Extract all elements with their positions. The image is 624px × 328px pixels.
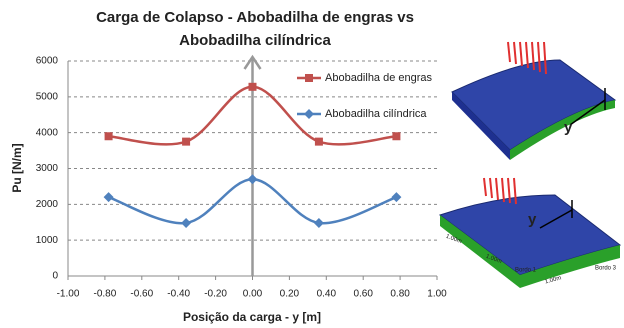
illustration-label: Bordo 3	[595, 266, 617, 272]
chart-title: Carga de Colapso - Abobadilha de engras …	[85, 6, 425, 52]
y-tick-label: 5000	[36, 91, 59, 102]
x-tick-label: -0.40	[167, 289, 190, 300]
x-tick-label: 0.80	[390, 289, 410, 300]
marker	[392, 132, 400, 140]
marker	[104, 192, 114, 202]
y-tick-label: 6000	[36, 56, 59, 67]
y-axis-label: Pu [N/m]	[10, 143, 24, 192]
x-tick-label: -0.60	[130, 289, 153, 300]
page: y y 1.00m 1.00m 1.00m Bordo 1 Bordo 3 Pu…	[0, 0, 624, 328]
marker	[391, 192, 401, 202]
marker	[304, 109, 314, 119]
x-tick-label: -1.00	[57, 289, 80, 300]
y-tick-label: 3000	[36, 163, 59, 174]
illustration-label: y	[528, 211, 537, 228]
y-tick-label: 2000	[36, 199, 59, 210]
x-tick-label: 0.40	[317, 289, 337, 300]
x-tick-label: 0.60	[353, 289, 373, 300]
marker	[305, 74, 313, 82]
marker	[248, 174, 258, 184]
illustration-bottom: y 1.00m 1.00m 1.00m Bordo 1 Bordo 3	[440, 178, 620, 288]
x-tick-label: -0.80	[94, 289, 117, 300]
x-tick-label: -0.20	[204, 289, 227, 300]
x-tick-label: 0.00	[243, 289, 263, 300]
illustration-label: Bordo 1	[515, 268, 537, 274]
marker	[182, 138, 190, 146]
legend-label: Abobadilha de engras	[325, 72, 433, 84]
marker	[314, 218, 324, 228]
legend-label: Abobadilha cilíndrica	[325, 108, 427, 120]
x-tick-label: 1.00	[427, 289, 447, 300]
marker	[249, 83, 257, 91]
y-tick-label: 4000	[36, 127, 59, 138]
x-axis-label: Posição da carga - y [m]	[183, 310, 321, 324]
marker	[105, 132, 113, 140]
marker	[315, 138, 323, 146]
y-tick-label: 1000	[36, 235, 59, 246]
illustration-label: y	[564, 119, 573, 136]
y-tick-label: 0	[52, 271, 58, 282]
marker	[181, 218, 191, 228]
illustration-top: y	[452, 42, 615, 160]
x-tick-label: 0.20	[280, 289, 300, 300]
